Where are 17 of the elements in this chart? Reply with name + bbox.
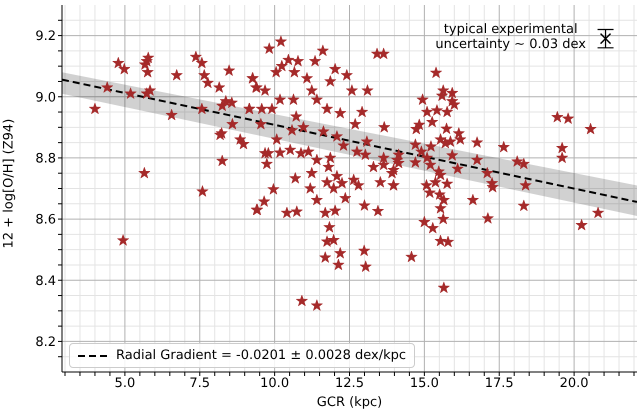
annotation: typical experimental uncertainty ~ 0.03 dex: [435, 22, 586, 52]
x-tick-label: 15.0: [410, 376, 439, 392]
x-axis-title: GCR (kpc): [316, 395, 382, 410]
legend-label: Radial Gradient = -0.0201 ± 0.0028 dex/kpc: [116, 348, 406, 363]
y-axis-title: 12 + log[O/H] (Z94): [2, 118, 17, 248]
y-tick-label: 9.2: [35, 29, 56, 44]
y-tick-label: 9.0: [35, 90, 56, 106]
y-tick-label: 8.4: [35, 274, 56, 289]
x-tick-label: 5.0: [114, 376, 136, 392]
x-tick-label: 7.5: [189, 376, 210, 392]
x-tick-label: 12.5: [335, 376, 364, 392]
y-tick-label: 8.6: [35, 212, 56, 228]
y-tick-label: 8.8: [35, 152, 56, 167]
x-tick-label: 10.0: [260, 376, 290, 392]
x-tick-label: 20.0: [560, 376, 589, 392]
x-tick-label: 17.5: [484, 376, 514, 392]
y-tick-label: 8.2: [35, 335, 56, 350]
